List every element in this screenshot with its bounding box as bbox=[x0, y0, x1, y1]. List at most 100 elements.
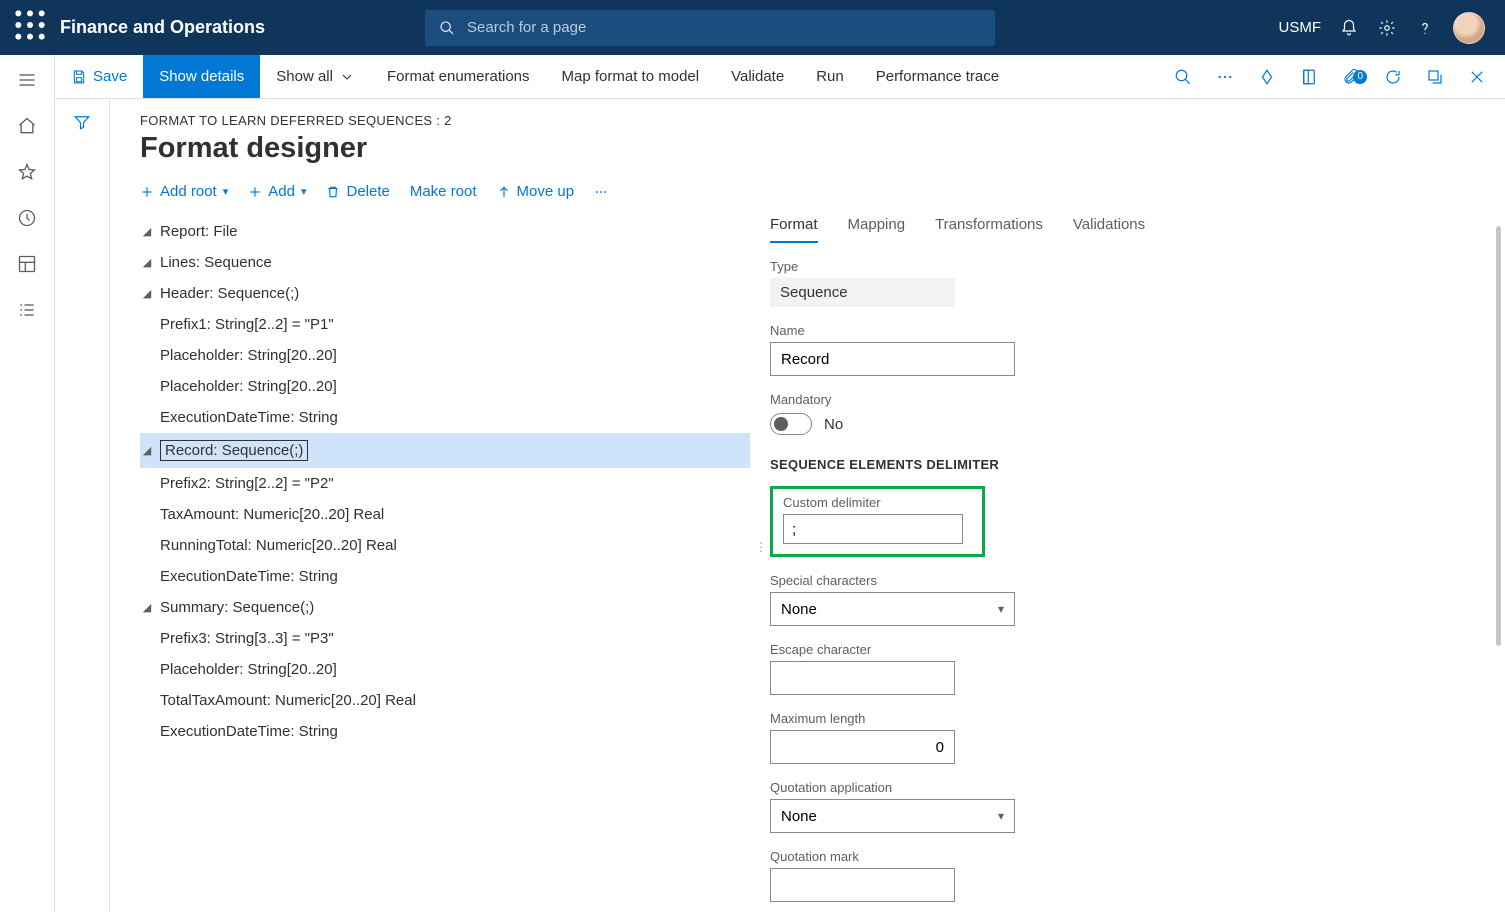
tree-expander-icon[interactable]: ◢ bbox=[140, 287, 154, 300]
maxlen-input[interactable] bbox=[770, 730, 955, 764]
toolbar-overflow-icon[interactable] bbox=[594, 185, 608, 199]
tree-node-label: Placeholder: String[20..20] bbox=[160, 347, 337, 364]
type-label: Type bbox=[770, 259, 1485, 274]
action-search-icon[interactable] bbox=[1165, 68, 1201, 86]
plus-icon bbox=[140, 185, 154, 199]
global-search[interactable] bbox=[425, 10, 995, 46]
refresh-icon[interactable] bbox=[1375, 68, 1411, 86]
arrow-up-icon bbox=[497, 185, 511, 199]
settings-icon[interactable] bbox=[1377, 18, 1397, 38]
mandatory-label: Mandatory bbox=[770, 392, 1485, 407]
tree-node-label: Placeholder: String[20..20] bbox=[160, 661, 337, 678]
popout-icon[interactable] bbox=[1417, 68, 1453, 86]
add-button[interactable]: Add ▾ bbox=[248, 183, 306, 200]
tree-node[interactable]: TaxAmount: Numeric[20..20] Real bbox=[140, 499, 750, 530]
filter-pane-toggle[interactable] bbox=[55, 99, 110, 912]
workspaces-icon[interactable] bbox=[16, 253, 38, 275]
tree-node[interactable]: ◢Summary: Sequence(;) bbox=[140, 592, 750, 623]
tab-mapping[interactable]: Mapping bbox=[848, 216, 906, 243]
validate-label: Validate bbox=[731, 68, 784, 85]
user-avatar[interactable] bbox=[1453, 12, 1485, 44]
tree-node[interactable]: ExecutionDateTime: String bbox=[140, 716, 750, 747]
make-root-button[interactable]: Make root bbox=[410, 183, 477, 200]
tree-expander-icon[interactable]: ◢ bbox=[140, 601, 154, 614]
close-icon[interactable] bbox=[1459, 68, 1495, 86]
move-up-button[interactable]: Move up bbox=[497, 183, 575, 200]
tree-expander-icon[interactable]: ◢ bbox=[140, 444, 154, 457]
tree-node[interactable]: Prefix2: String[2..2] = "P2" bbox=[140, 468, 750, 499]
move-up-label: Move up bbox=[517, 183, 575, 200]
help-icon[interactable] bbox=[1415, 18, 1435, 38]
tree-node-label: ExecutionDateTime: String bbox=[160, 409, 338, 426]
quot-mark-input[interactable] bbox=[770, 868, 955, 902]
escape-input[interactable] bbox=[770, 661, 955, 695]
tree-node[interactable]: RunningTotal: Numeric[20..20] Real bbox=[140, 530, 750, 561]
maxlen-label: Maximum length bbox=[770, 711, 1485, 726]
hamburger-icon[interactable] bbox=[16, 69, 38, 91]
power-apps-icon[interactable] bbox=[1249, 68, 1285, 86]
field-type: Type Sequence bbox=[770, 259, 1485, 307]
add-root-label: Add root bbox=[160, 183, 217, 200]
validate-button[interactable]: Validate bbox=[715, 55, 800, 98]
performance-trace-button[interactable]: Performance trace bbox=[860, 55, 1015, 98]
delete-button[interactable]: Delete bbox=[326, 183, 389, 200]
tree-node[interactable]: ◢Record: Sequence(;) bbox=[140, 433, 750, 468]
format-enumerations-button[interactable]: Format enumerations bbox=[371, 55, 546, 98]
topbar-right: USMF bbox=[1279, 12, 1496, 44]
show-details-label: Show details bbox=[159, 68, 244, 85]
tab-transformations[interactable]: Transformations bbox=[935, 216, 1043, 243]
tree-node[interactable]: ◢Report: File bbox=[140, 216, 750, 247]
perf-trace-label: Performance trace bbox=[876, 68, 999, 85]
special-chars-select[interactable]: None ▾ bbox=[770, 592, 1015, 626]
tree-expander-icon[interactable]: ◢ bbox=[140, 256, 154, 269]
tree-node-label: Prefix1: String[2..2] = "P1" bbox=[160, 316, 334, 333]
app-launcher-icon[interactable] bbox=[10, 5, 50, 50]
add-root-button[interactable]: Add root ▾ bbox=[140, 183, 228, 200]
save-button[interactable]: Save bbox=[55, 55, 143, 98]
special-chars-label: Special characters bbox=[770, 573, 1485, 588]
overflow-icon[interactable] bbox=[1207, 68, 1243, 86]
field-quotation-application: Quotation application None ▾ bbox=[770, 780, 1485, 833]
tree-node[interactable]: Prefix3: String[3..3] = "P3" bbox=[140, 623, 750, 654]
tree-node-label: Header: Sequence(;) bbox=[160, 285, 299, 302]
company-code[interactable]: USMF bbox=[1279, 19, 1322, 36]
modules-icon[interactable] bbox=[16, 299, 38, 321]
tree-node[interactable]: ExecutionDateTime: String bbox=[140, 561, 750, 592]
quot-mark-label: Quotation mark bbox=[770, 849, 1485, 864]
action-bar: Save Show details Show all Format enumer… bbox=[55, 55, 1505, 99]
tab-validations[interactable]: Validations bbox=[1073, 216, 1145, 243]
favorites-icon[interactable] bbox=[16, 161, 38, 183]
recent-icon[interactable] bbox=[16, 207, 38, 229]
tree-node-label: RunningTotal: Numeric[20..20] Real bbox=[160, 537, 397, 554]
tree-node[interactable]: Prefix1: String[2..2] = "P1" bbox=[140, 309, 750, 340]
attachments-icon[interactable]: 0 bbox=[1333, 68, 1369, 86]
top-navbar: Finance and Operations USMF bbox=[0, 0, 1505, 55]
quot-app-label: Quotation application bbox=[770, 780, 1485, 795]
tree-node[interactable]: Placeholder: String[20..20] bbox=[140, 340, 750, 371]
search-input[interactable] bbox=[467, 19, 981, 36]
home-icon[interactable] bbox=[16, 115, 38, 137]
map-format-button[interactable]: Map format to model bbox=[546, 55, 716, 98]
tree-node[interactable]: Placeholder: String[20..20] bbox=[140, 371, 750, 402]
tab-format[interactable]: Format bbox=[770, 216, 818, 243]
tree-node[interactable]: ◢Lines: Sequence bbox=[140, 247, 750, 278]
tree-node[interactable]: TotalTaxAmount: Numeric[20..20] Real bbox=[140, 685, 750, 716]
notifications-icon[interactable] bbox=[1339, 18, 1359, 38]
office-icon[interactable] bbox=[1291, 68, 1327, 86]
show-all-button[interactable]: Show all bbox=[260, 55, 371, 98]
mandatory-toggle[interactable] bbox=[770, 413, 812, 435]
tree-node[interactable]: Placeholder: String[20..20] bbox=[140, 654, 750, 685]
tree-node[interactable]: ◢ Header: Sequence(;) bbox=[140, 278, 750, 309]
run-button[interactable]: Run bbox=[800, 55, 860, 98]
custom-delimiter-input[interactable] bbox=[783, 514, 963, 544]
props-tabs: Format Mapping Transformations Validatio… bbox=[770, 216, 1485, 243]
show-details-button[interactable]: Show details bbox=[143, 55, 260, 98]
quot-app-select[interactable]: None ▾ bbox=[770, 799, 1015, 833]
trash-icon bbox=[326, 185, 340, 199]
tree-node[interactable]: ExecutionDateTime: String bbox=[140, 402, 750, 433]
drag-handle-icon[interactable]: ⋮⋮ bbox=[750, 540, 768, 554]
name-input[interactable] bbox=[770, 342, 1015, 376]
tree-expander-icon[interactable]: ◢ bbox=[140, 225, 154, 238]
save-icon bbox=[71, 69, 87, 85]
format-enum-label: Format enumerations bbox=[387, 68, 530, 85]
